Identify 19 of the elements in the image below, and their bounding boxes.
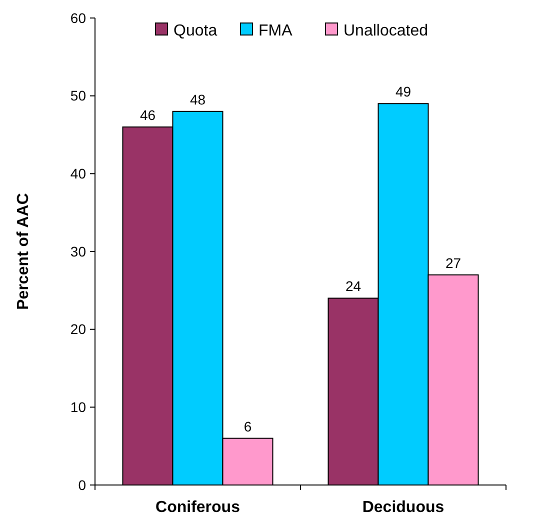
y-tick-label: 50 (70, 88, 86, 104)
legend-label: Quota (174, 22, 218, 40)
x-tick-label: Coniferous (156, 499, 240, 516)
data-label: 49 (395, 84, 412, 100)
y-axis-title: Percent of AAC (15, 192, 32, 310)
x-tick-label: Deciduous (362, 499, 444, 516)
legend-label: Unallocated (344, 22, 428, 40)
data-label: 46 (140, 106, 156, 123)
y-tick-label: 0 (78, 476, 86, 493)
y-tick-label: 40 (70, 166, 86, 182)
y-tick-label: 30 (70, 243, 86, 260)
y-tick-label: 20 (70, 321, 86, 338)
y-tick-label: 60 (70, 10, 86, 26)
data-label: 48 (190, 91, 206, 108)
y-tick-label: 10 (70, 399, 86, 416)
data-label: 27 (445, 254, 462, 271)
data-label: 6 (244, 418, 252, 434)
data-label: 24 (345, 278, 362, 294)
legend-label: FMA (258, 22, 293, 40)
